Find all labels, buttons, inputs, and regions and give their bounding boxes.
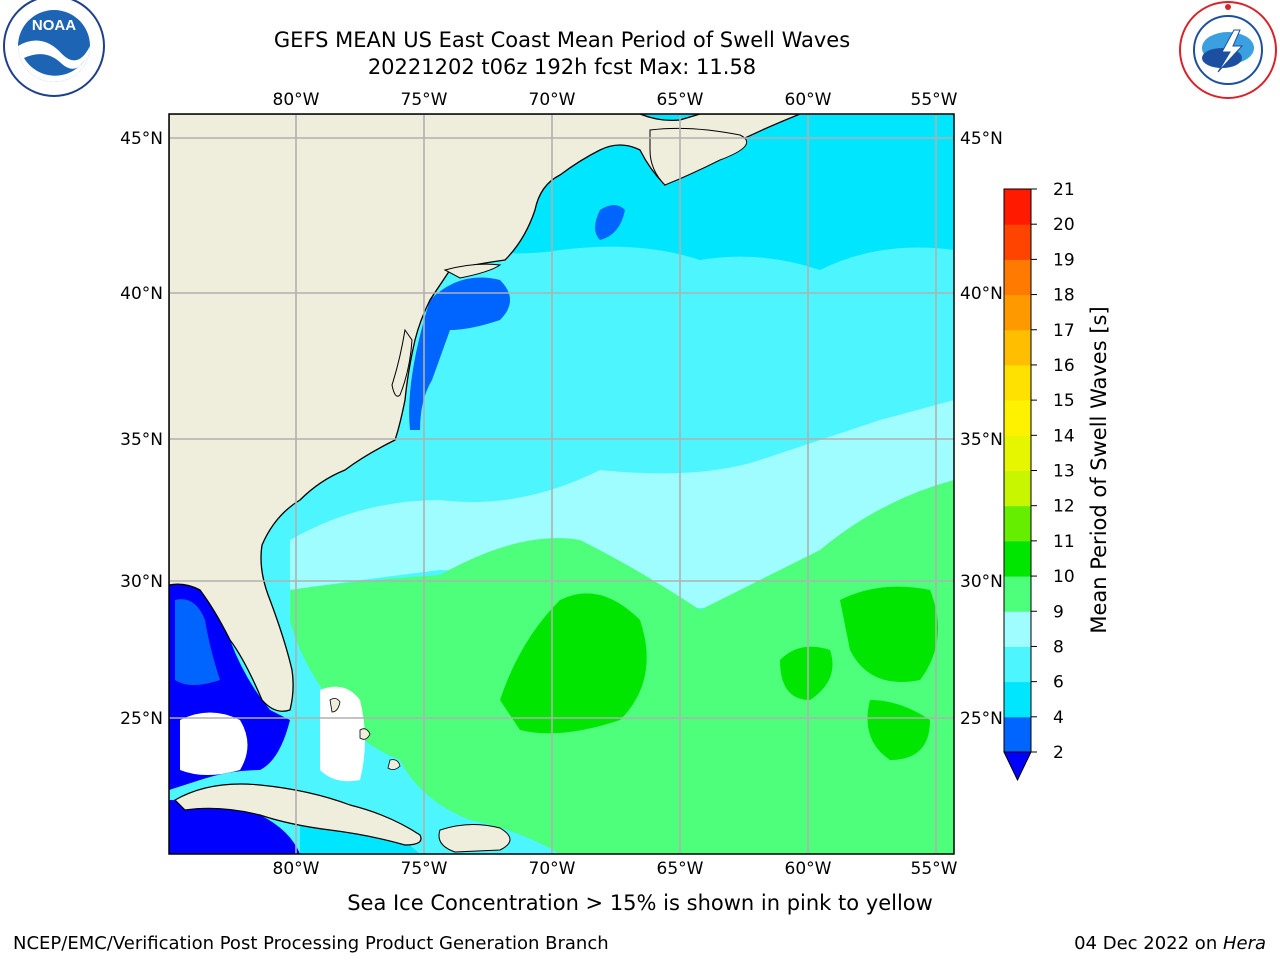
colorbar-tick-label: 17: [1053, 321, 1075, 341]
credit-host: Hera: [1222, 933, 1266, 954]
chart-subtitle: 20221202 t06z 192h fcst Max: 11.58: [367, 55, 757, 79]
lat-label-left: 40°N: [120, 284, 163, 304]
lon-label-bottom: 70°W: [529, 859, 576, 879]
gulf-white-area: [180, 712, 248, 775]
colorbar-tick-label: 9: [1053, 602, 1064, 622]
colorbar-tick-label: 8: [1053, 637, 1064, 657]
bahamas-white-area: [320, 686, 365, 782]
lon-label-top: 65°W: [657, 90, 704, 110]
lon-labels-bottom: 80°W 75°W 70°W 65°W 60°W 55°W: [273, 859, 958, 879]
lat-label-right: 45°N: [960, 129, 1003, 149]
lat-label-left: 30°N: [120, 572, 163, 592]
colorbar-tick-label: 10: [1053, 567, 1075, 587]
sea-ice-note: Sea Ice Concentration > 15% is shown in …: [347, 891, 933, 915]
colorbar: 2 4 6 8 9 10 11 12 13 14 15 16 17 18 19 20 21: [1003, 180, 1075, 782]
chart-title: GEFS MEAN US East Coast Mean Period of S…: [273, 28, 851, 52]
credit-date: 04 Dec 2022 on: [1074, 933, 1223, 954]
grid-lines: [169, 114, 954, 854]
colorbar-swatch: [1004, 716, 1031, 753]
hispaniola-land: [438, 824, 511, 853]
colorbar-tick-label: 19: [1053, 250, 1075, 270]
lon-label-top: 75°W: [401, 90, 448, 110]
colorbar-swatch: [1004, 540, 1031, 577]
nws-logo-icon: [1179, 1, 1277, 99]
chesapeake-outline: [391, 328, 413, 397]
map-frame: [168, 113, 955, 855]
colorbar-swatch: [1004, 224, 1031, 260]
colorbar-tick-label: 20: [1053, 215, 1075, 235]
credit-right: 04 Dec 2022 on Hera: [1074, 933, 1266, 954]
colorbar-swatch: [1004, 329, 1031, 366]
colorbar-swatch: [1004, 611, 1031, 647]
lon-label-top: 80°W: [273, 90, 320, 110]
colorbar-tick-label: 2: [1053, 743, 1064, 763]
lon-label-bottom: 80°W: [273, 859, 320, 879]
colorbar-swatch: [1004, 470, 1031, 507]
colorbar-tick-label: 15: [1053, 391, 1075, 411]
caribbean-deep-blue: [169, 800, 300, 854]
cuba-land: [174, 783, 422, 846]
colorbar-swatch: [1004, 364, 1031, 401]
bahamas-islands: [329, 698, 401, 770]
us-east-coast-land: [169, 114, 801, 712]
colorbar-swatch: [1004, 259, 1031, 296]
colorbar-tick-label: 6: [1053, 673, 1064, 693]
colorbar-tick-label: 4: [1053, 708, 1064, 728]
lat-label-left: 35°N: [120, 430, 163, 450]
credit-left: NCEP/EMC/Verification Post Processing Pr…: [13, 933, 609, 954]
map-field: [169, 114, 954, 854]
lat-labels-left: 45°N 40°N 35°N 30°N 25°N: [120, 129, 163, 729]
colorbar-tick-label: 13: [1053, 462, 1075, 482]
lat-label-right: 25°N: [960, 709, 1003, 729]
blue-patch-maine: [595, 205, 625, 240]
lon-label-top: 60°W: [785, 90, 832, 110]
lat-labels-right: 45°N 40°N 35°N 30°N 25°N: [960, 129, 1003, 729]
colorbar-tick-label: 18: [1053, 286, 1075, 306]
colorbar-swatch: [1004, 576, 1031, 612]
colorbar-swatch: [1004, 294, 1031, 331]
lon-label-bottom: 55°W: [911, 859, 958, 879]
lon-label-bottom: 75°W: [401, 859, 448, 879]
colorbar-swatch: [1004, 505, 1031, 542]
colorbar-swatch: [1004, 189, 1031, 225]
lat-label-right: 30°N: [960, 572, 1003, 592]
colorbar-tick-label: 12: [1053, 497, 1075, 517]
lat-label-right: 40°N: [960, 284, 1003, 304]
cyan-zone-north: [520, 114, 954, 270]
colorbar-under-arrow: [1003, 751, 1032, 782]
long-island-land: [443, 263, 502, 279]
noaa-logo-icon: NOAA: [3, 0, 105, 97]
colorbar-tick-label: 11: [1053, 532, 1075, 552]
colorbar-label: Mean Period of Swell Waves [s]: [1087, 306, 1111, 633]
gulf-blue: [175, 599, 220, 685]
lon-label-top: 70°W: [529, 90, 576, 110]
colorbar-swatch: [1004, 681, 1031, 718]
lat-label-right: 35°N: [960, 430, 1003, 450]
lon-label-bottom: 60°W: [785, 859, 832, 879]
dark-green-patch-4: [867, 700, 930, 760]
dark-green-patch-1: [500, 593, 647, 734]
colorbar-swatch: [1004, 646, 1031, 683]
colorbar-swatch: [1004, 435, 1031, 471]
colorbar-swatch: [1004, 400, 1031, 436]
lon-label-top: 55°W: [911, 90, 958, 110]
lon-label-bottom: 65°W: [657, 859, 704, 879]
lat-label-left: 45°N: [120, 129, 163, 149]
lon-labels-top: 80°W 75°W 70°W 65°W 60°W 55°W: [273, 90, 958, 110]
lat-label-left: 25°N: [120, 709, 163, 729]
light-cyan-zone: [290, 400, 954, 608]
dark-green-patch-3: [780, 646, 833, 700]
colorbar-tick-label: 16: [1053, 356, 1075, 376]
nova-scotia-land: [649, 127, 748, 186]
colorbar-tick-label: 21: [1053, 180, 1075, 200]
colorbar-tick-label: 14: [1053, 426, 1075, 446]
noaa-logo-text: NOAA: [32, 17, 76, 34]
dark-green-patch-2: [840, 586, 938, 682]
blue-coastal-patch: [409, 277, 510, 430]
